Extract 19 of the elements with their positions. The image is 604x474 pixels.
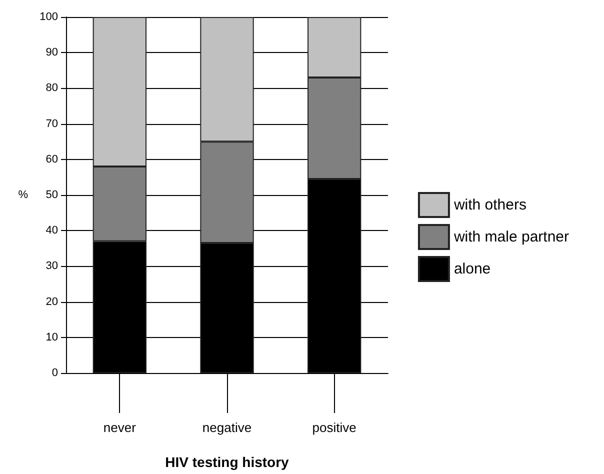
- y-tick-label: 70: [46, 118, 58, 130]
- y-tick-label: 20: [46, 296, 58, 308]
- y-tick-label: 90: [46, 46, 58, 59]
- legend-label: with male partner: [452, 228, 570, 246]
- y-tick-label: 10: [46, 331, 58, 344]
- y-tick-label: 60: [46, 153, 58, 166]
- y-axis-title: %: [18, 189, 28, 201]
- legend-label: with others: [452, 196, 526, 214]
- legend-label: alone: [454, 260, 491, 278]
- x-tick-label: positive: [312, 420, 356, 435]
- y-tick-label: 80: [46, 82, 58, 94]
- y-tick-label: 50: [46, 189, 58, 201]
- y-tick-label: 40: [46, 224, 58, 237]
- y-tick-label: 30: [46, 260, 58, 272]
- y-tick-label: 0: [52, 367, 58, 379]
- x-tick-label: never: [103, 420, 137, 435]
- x-tick-label: negative: [202, 420, 252, 435]
- x-axis-title: HIV testing history: [165, 454, 290, 470]
- y-tick-label: 100: [40, 11, 58, 23]
